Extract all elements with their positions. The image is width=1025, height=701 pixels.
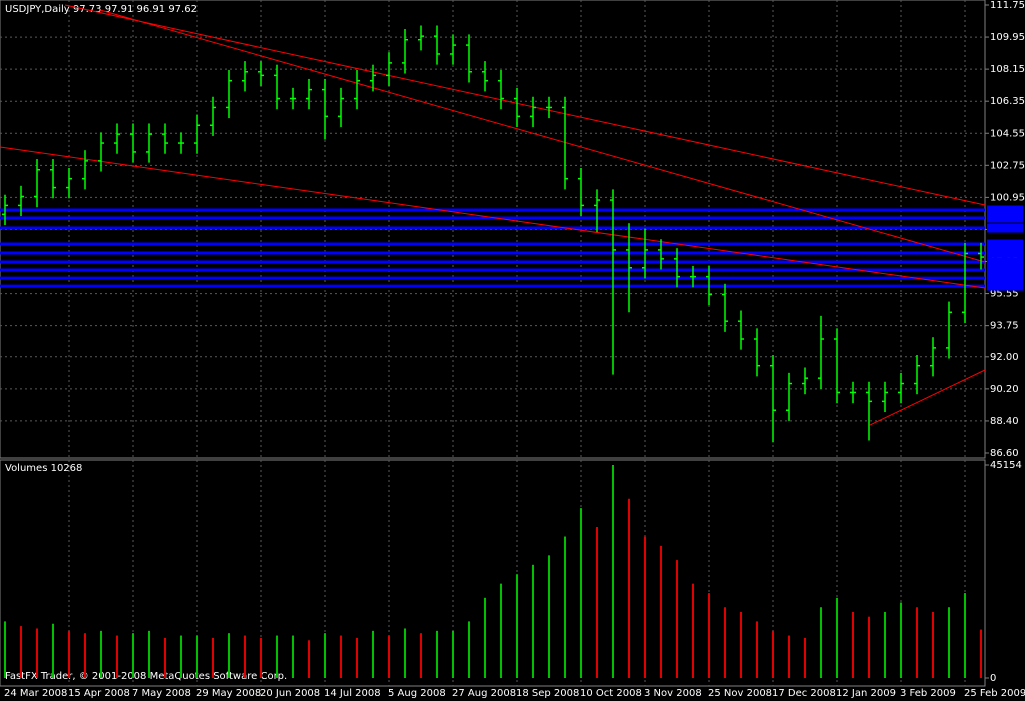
level-label-box xyxy=(987,273,1023,283)
x-tick-label: 3 Feb 2009 xyxy=(900,688,956,699)
level-label-box xyxy=(987,248,1023,258)
x-tick-label: 18 Sep 2008 xyxy=(516,688,579,699)
x-tick-label: 5 Aug 2008 xyxy=(388,688,446,699)
y-tick-label: 104.55 xyxy=(990,128,1025,139)
y-tick-label: 0 xyxy=(990,673,996,684)
volume-title: Volumes 10268 xyxy=(5,463,82,474)
x-tick-label: 14 Jul 2008 xyxy=(324,688,381,699)
trend-line xyxy=(99,9,986,263)
x-tick-label: 20 Jun 2008 xyxy=(260,688,320,699)
trend-line xyxy=(869,369,986,426)
x-tick-label: 25 Nov 2008 xyxy=(708,688,772,699)
y-tick-label: 100.95 xyxy=(990,192,1025,203)
y-tick-label: 88.40 xyxy=(990,416,1019,427)
y-tick-label: 45154 xyxy=(990,460,1022,471)
trend-line xyxy=(64,4,986,206)
x-tick-label: 17 Dec 2008 xyxy=(772,688,836,699)
y-tick-label: 102.75 xyxy=(990,160,1025,171)
x-tick-label: 15 Apr 2008 xyxy=(68,688,130,699)
x-tick-label: 29 May 2008 xyxy=(196,688,261,699)
y-tick-label: 90.20 xyxy=(990,384,1019,395)
y-tick-label: 93.75 xyxy=(990,321,1019,332)
x-tick-label: 7 May 2008 xyxy=(132,688,191,699)
y-tick-label: 86.60 xyxy=(990,448,1019,459)
level-label-box xyxy=(987,213,1023,223)
x-tick-label: 3 Nov 2008 xyxy=(644,688,702,699)
y-tick-label: 106.35 xyxy=(990,96,1025,107)
y-tick-label: 109.95 xyxy=(990,32,1025,43)
grid xyxy=(0,0,985,686)
y-tick-label: 108.15 xyxy=(990,64,1025,75)
level-label-box xyxy=(987,223,1023,233)
y-tick-label: 92.00 xyxy=(990,352,1019,363)
chart-title: USDJPY,Daily 97.73 97.91 96.91 97.62 xyxy=(5,4,197,15)
x-tick-label: 27 Aug 2008 xyxy=(452,688,516,699)
x-tick-label: 25 Feb 2009 xyxy=(964,688,1025,699)
x-tick-label: 24 Mar 2008 xyxy=(4,688,67,699)
volume-frame xyxy=(0,459,986,687)
level-label-box xyxy=(987,205,1023,215)
copyright: FastFX Trader, © 2001-2008 MetaQuotes So… xyxy=(5,671,287,682)
x-tick-label: 10 Oct 2008 xyxy=(580,688,642,699)
level-label-box xyxy=(987,281,1023,291)
y-tick-label: 111.75 xyxy=(990,0,1025,11)
level-label-box xyxy=(987,239,1023,249)
trend-line xyxy=(0,146,986,289)
level-label-box xyxy=(987,265,1023,275)
level-label-box xyxy=(987,257,1023,267)
x-tick-label: 12 Jan 2009 xyxy=(836,688,896,699)
y-tick-label: 95.55 xyxy=(990,289,1019,300)
